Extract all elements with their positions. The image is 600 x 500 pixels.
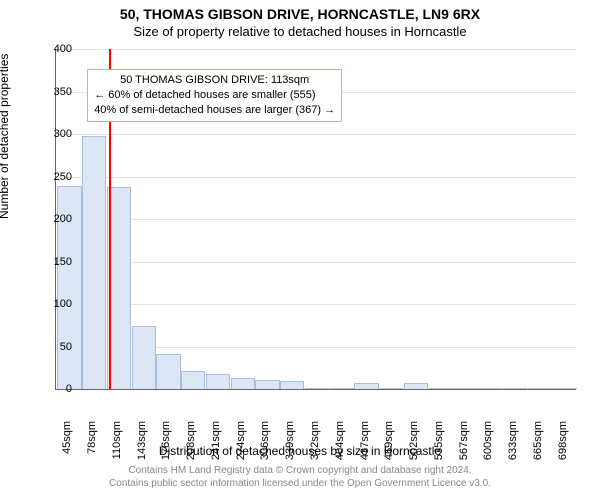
histogram-bar [330,388,354,389]
annotation-line: ← 60% of detached houses are smaller (55… [94,88,335,103]
histogram-bar [379,388,403,389]
gridline [56,304,576,305]
x-tick-label: 665sqm [532,421,544,471]
y-tick-label: 200 [32,213,72,225]
annotation-box: 50 THOMAS GIBSON DRIVE: 113sqm← 60% of d… [87,69,342,122]
histogram-bar [156,354,180,389]
histogram-bar [453,388,477,389]
x-tick-label: 469sqm [383,421,395,471]
histogram-bar [503,388,527,389]
y-tick-label: 300 [32,128,72,140]
gridline [56,262,576,263]
page-subtitle: Size of property relative to detached ho… [0,24,600,39]
y-tick-label: 250 [32,171,72,183]
page-title: 50, THOMAS GIBSON DRIVE, HORNCASTLE, LN9… [0,6,600,22]
histogram-bar [552,388,576,389]
y-axis-label: Number of detached properties [0,54,11,219]
histogram-bar [255,380,279,390]
gridline [56,134,576,135]
gridline [56,177,576,178]
x-tick-label: 567sqm [458,421,470,471]
annotation-line: 50 THOMAS GIBSON DRIVE: 113sqm [94,73,335,88]
x-tick-label: 45sqm [61,421,73,471]
gridline [56,49,576,50]
y-tick-label: 150 [32,256,72,268]
x-tick-label: 143sqm [136,421,148,471]
x-tick-label: 208sqm [185,421,197,471]
attribution-line2: Contains public sector information licen… [0,477,600,490]
x-tick-label: 110sqm [111,421,123,471]
histogram-bar [181,371,205,389]
y-tick-label: 350 [32,86,72,98]
y-tick-label: 0 [32,383,72,395]
chart-container: Number of detached properties 50 THOMAS … [0,39,600,444]
x-tick-label: 306sqm [259,421,271,471]
x-tick-label: 176sqm [160,421,172,471]
histogram-bar [354,383,378,389]
x-tick-label: 404sqm [334,421,346,471]
x-tick-label: 372sqm [309,421,321,471]
histogram-bar [478,388,502,389]
gridline [56,219,576,220]
histogram-bar [280,381,304,389]
x-tick-label: 78sqm [86,421,98,471]
histogram-bar [429,388,453,389]
x-tick-label: 535sqm [433,421,445,471]
x-tick-label: 241sqm [210,421,222,471]
histogram-bar [82,136,106,389]
plot-area: 50 THOMAS GIBSON DRIVE: 113sqm← 60% of d… [55,49,576,390]
y-tick-label: 400 [32,43,72,55]
x-tick-label: 600sqm [482,421,494,471]
x-tick-label: 437sqm [359,421,371,471]
x-tick-label: 274sqm [235,421,247,471]
x-tick-label: 502sqm [408,421,420,471]
histogram-bar [404,383,428,389]
histogram-bar [528,388,552,389]
annotation-line: 40% of semi-detached houses are larger (… [94,103,335,118]
x-tick-label: 339sqm [284,421,296,471]
histogram-bar [206,374,230,389]
y-tick-label: 100 [32,298,72,310]
histogram-bar [305,388,329,389]
histogram-bar [132,326,156,389]
x-tick-label: 698sqm [557,421,569,471]
x-tick-label: 633sqm [507,421,519,471]
y-tick-label: 50 [32,341,72,353]
histogram-bar [231,378,255,389]
